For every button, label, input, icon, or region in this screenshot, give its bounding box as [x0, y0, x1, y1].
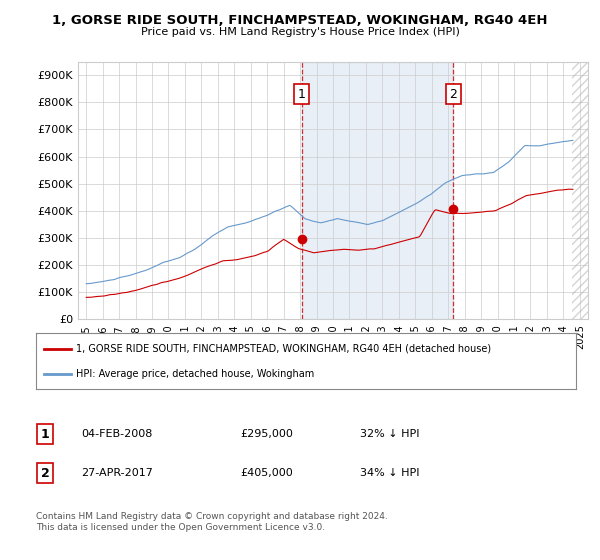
Text: 1, GORSE RIDE SOUTH, FINCHAMPSTEAD, WOKINGHAM, RG40 4EH (detached house): 1, GORSE RIDE SOUTH, FINCHAMPSTEAD, WOKI…	[77, 344, 491, 354]
Text: £405,000: £405,000	[240, 468, 293, 478]
Text: 04-FEB-2008: 04-FEB-2008	[81, 429, 152, 439]
Text: £295,000: £295,000	[240, 429, 293, 439]
Bar	[302, 62, 454, 319]
Text: 2: 2	[41, 466, 49, 480]
Text: 1: 1	[298, 87, 305, 101]
Text: 1: 1	[41, 427, 49, 441]
Text: Contains HM Land Registry data © Crown copyright and database right 2024.
This d: Contains HM Land Registry data © Crown c…	[36, 512, 388, 532]
Text: 2: 2	[449, 87, 457, 101]
Text: 27-APR-2017: 27-APR-2017	[81, 468, 153, 478]
Text: Price paid vs. HM Land Registry's House Price Index (HPI): Price paid vs. HM Land Registry's House …	[140, 27, 460, 37]
Text: HPI: Average price, detached house, Wokingham: HPI: Average price, detached house, Woki…	[77, 368, 315, 379]
Bar	[572, 62, 588, 319]
Text: 32% ↓ HPI: 32% ↓ HPI	[360, 429, 419, 439]
Text: 34% ↓ HPI: 34% ↓ HPI	[360, 468, 419, 478]
Text: 1, GORSE RIDE SOUTH, FINCHAMPSTEAD, WOKINGHAM, RG40 4EH: 1, GORSE RIDE SOUTH, FINCHAMPSTEAD, WOKI…	[52, 14, 548, 27]
